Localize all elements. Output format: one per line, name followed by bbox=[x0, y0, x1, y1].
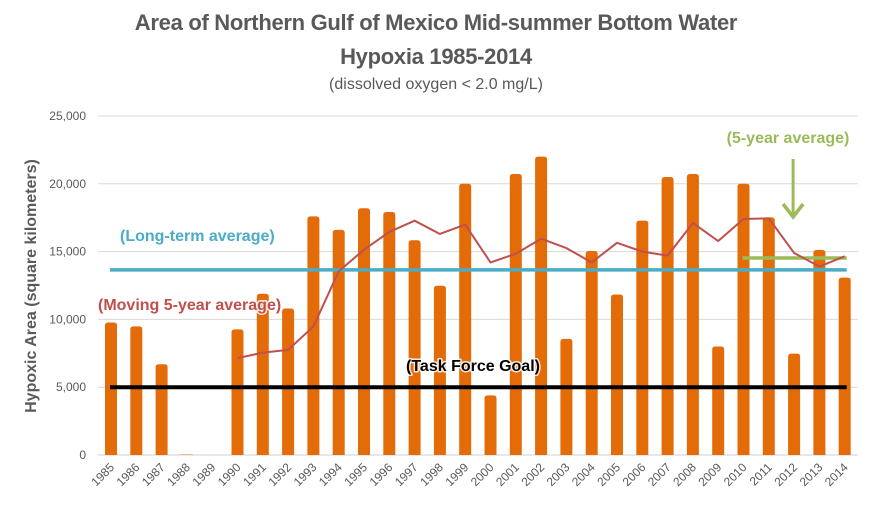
x-tick-label: 2013 bbox=[797, 460, 826, 489]
x-tick-label: 1998 bbox=[417, 460, 446, 489]
x-tick-label: 1996 bbox=[367, 460, 396, 489]
x-tick-label: 2005 bbox=[594, 460, 623, 489]
bar-2003 bbox=[560, 338, 573, 455]
bar-1990 bbox=[231, 329, 244, 455]
bar-1996 bbox=[383, 212, 396, 455]
annotation-task-force-goal: (Task Force Goal) bbox=[406, 358, 540, 375]
x-tick-label: 1988 bbox=[164, 460, 193, 489]
bar-2010 bbox=[737, 183, 750, 456]
x-tick-label: 1995 bbox=[341, 460, 370, 489]
x-tick-label: 2004 bbox=[569, 460, 598, 489]
x-tick-label: 2014 bbox=[822, 460, 851, 489]
x-tick-label: 1990 bbox=[215, 460, 244, 489]
bar-1991 bbox=[256, 293, 269, 455]
x-tick-label: 1999 bbox=[443, 460, 472, 489]
bar-1995 bbox=[358, 208, 370, 455]
moving-average-line bbox=[237, 217, 846, 360]
bar-1992 bbox=[282, 308, 295, 455]
x-tick-label: 2002 bbox=[518, 460, 547, 489]
y-tick-label: 25,000 bbox=[49, 109, 86, 123]
bar-1994 bbox=[332, 229, 345, 455]
x-tick-label: 2007 bbox=[645, 460, 674, 489]
x-tick-label: 1997 bbox=[392, 460, 421, 489]
bar-2009 bbox=[712, 346, 725, 455]
bar-2014 bbox=[838, 277, 851, 455]
bar-2011 bbox=[762, 217, 775, 455]
annotation-5-year-average: (5-year average) bbox=[727, 130, 850, 147]
bar-2008 bbox=[686, 174, 699, 455]
bar-1987 bbox=[155, 364, 168, 455]
bar-1986 bbox=[130, 326, 143, 455]
bar-2000 bbox=[484, 395, 497, 455]
x-tick-label: 1985 bbox=[88, 460, 117, 489]
bar-1997 bbox=[408, 240, 421, 455]
x-tick-label: 2011 bbox=[747, 460, 775, 488]
y-tick-label: 10,000 bbox=[49, 312, 86, 326]
x-tick-label: 2008 bbox=[670, 460, 699, 489]
bar-1998 bbox=[433, 285, 446, 455]
bar-2013 bbox=[813, 249, 826, 455]
bar-1988 bbox=[180, 454, 193, 455]
y-tick-label: 0 bbox=[79, 448, 86, 462]
x-tick-label: 2000 bbox=[468, 460, 497, 489]
annotation-task-force-goal-halo: (Task Force Goal) bbox=[406, 358, 540, 375]
x-tick-label: 2009 bbox=[696, 460, 725, 489]
annotation-long-term-average: (Long-term average) bbox=[120, 228, 275, 245]
x-tick-label: 1993 bbox=[291, 460, 320, 489]
x-tick-label: 2006 bbox=[620, 460, 649, 489]
arrow-down-icon bbox=[781, 202, 805, 220]
bar-2006 bbox=[636, 220, 649, 455]
bar-2001 bbox=[509, 174, 522, 455]
x-tick-label: 1992 bbox=[265, 460, 294, 489]
x-tick-label: 1994 bbox=[316, 460, 345, 489]
chart-subtitle: (dissolved oxygen < 2.0 mg/L) bbox=[329, 76, 543, 93]
chart-title-line2: Hypoxia 1985-2014 bbox=[340, 44, 532, 69]
annotation-moving-5-year-average-halo: (Moving 5-year average) bbox=[98, 297, 281, 314]
x-tick-label: 1991 bbox=[240, 460, 269, 489]
y-tick-label: 15,000 bbox=[49, 245, 86, 259]
x-tick-label: 2001 bbox=[493, 460, 522, 489]
bar-2007 bbox=[661, 177, 674, 455]
bar-2002 bbox=[535, 156, 548, 455]
annotation-moving-5-year-average: (Moving 5-year average) bbox=[98, 297, 281, 314]
x-tick-label: 2010 bbox=[721, 460, 750, 489]
bar-2005 bbox=[611, 294, 623, 455]
x-tick-label: 2012 bbox=[771, 460, 800, 489]
bar-1993 bbox=[307, 216, 320, 455]
chart-title: Area of Northern Gulf of Mexico Mid-summ… bbox=[134, 10, 738, 35]
y-tick-label: 5,000 bbox=[56, 380, 86, 394]
x-tick-label: 1986 bbox=[114, 460, 143, 489]
x-tick-label: 1987 bbox=[139, 460, 168, 489]
y-tick-label: 20,000 bbox=[49, 177, 86, 191]
bar-2004 bbox=[585, 251, 598, 455]
x-tick-label: 1989 bbox=[190, 460, 219, 489]
bar-2012 bbox=[788, 353, 801, 455]
x-tick-label: 2003 bbox=[544, 460, 573, 489]
